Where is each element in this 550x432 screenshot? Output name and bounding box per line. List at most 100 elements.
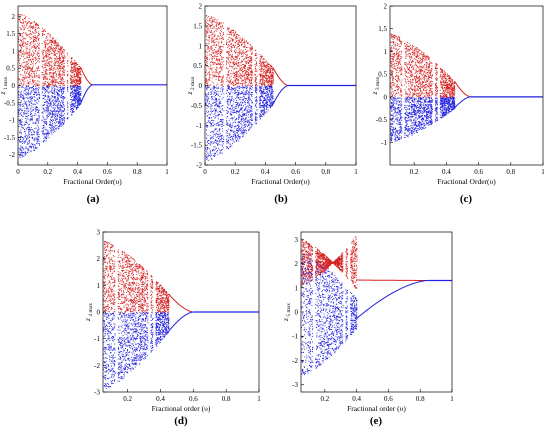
point [63, 110, 65, 112]
point [29, 29, 31, 31]
point [231, 70, 232, 72]
point [80, 103, 81, 105]
point [215, 25, 217, 27]
point [57, 114, 58, 116]
point [37, 91, 39, 93]
point [21, 28, 23, 30]
point [20, 114, 22, 115]
point [222, 81, 224, 82]
point [34, 89, 36, 90]
point [19, 124, 21, 125]
point [21, 47, 23, 49]
point [30, 102, 32, 104]
y-axis-title-sub: 1 max [3, 76, 9, 91]
point [242, 52, 244, 54]
point [259, 113, 261, 115]
point [59, 90, 61, 92]
point [234, 84, 236, 86]
point [46, 101, 48, 102]
point [33, 41, 34, 42]
point [24, 45, 26, 47]
point [21, 125, 22, 127]
point [231, 33, 233, 35]
point [76, 68, 78, 70]
point [48, 51, 50, 53]
point [231, 136, 233, 137]
point [26, 107, 28, 109]
point [238, 52, 239, 54]
point [36, 82, 37, 84]
point [206, 79, 208, 81]
point [34, 139, 36, 141]
point [57, 61, 59, 62]
point [72, 104, 74, 106]
point [67, 91, 69, 92]
point [213, 82, 214, 84]
point [206, 39, 207, 41]
point [270, 71, 271, 72]
point [55, 53, 57, 55]
point [261, 84, 263, 86]
point [247, 57, 249, 58]
point [58, 59, 60, 61]
point [59, 49, 61, 51]
point [270, 81, 272, 83]
point [56, 78, 58, 80]
point [250, 72, 252, 74]
point [71, 64, 73, 65]
point [226, 92, 227, 94]
point [27, 67, 28, 69]
point [20, 49, 22, 50]
point [24, 32, 26, 34]
point [58, 83, 60, 85]
point [71, 99, 73, 100]
point [44, 71, 46, 73]
point [58, 45, 60, 47]
point [219, 26, 221, 28]
point [246, 57, 248, 59]
point [227, 130, 228, 132]
point [70, 75, 72, 77]
point [62, 58, 64, 60]
point [48, 96, 50, 97]
point [58, 108, 60, 109]
point [231, 73, 233, 75]
point [52, 120, 53, 122]
point [205, 87, 207, 89]
point [35, 75, 37, 76]
point [27, 142, 29, 144]
point [57, 98, 59, 99]
point [21, 127, 23, 128]
point [242, 87, 244, 89]
point [268, 97, 270, 98]
point [72, 72, 74, 74]
point [247, 50, 248, 52]
point [36, 98, 38, 100]
point [80, 93, 81, 94]
point [20, 58, 21, 60]
point [59, 96, 61, 98]
point [210, 26, 212, 28]
point [37, 56, 39, 58]
point [28, 18, 30, 19]
point [44, 88, 45, 89]
point [211, 71, 213, 73]
point [45, 121, 47, 123]
point [22, 127, 24, 129]
point [265, 112, 267, 114]
point [232, 32, 234, 34]
point [78, 95, 80, 97]
point [50, 69, 52, 71]
point [238, 123, 240, 125]
point [242, 115, 244, 117]
point [72, 80, 74, 82]
point [18, 112, 20, 114]
point [35, 47, 37, 49]
point [60, 87, 61, 89]
point [238, 104, 240, 106]
point [26, 64, 28, 66]
point [207, 147, 209, 149]
point [218, 73, 219, 75]
point [48, 47, 50, 48]
